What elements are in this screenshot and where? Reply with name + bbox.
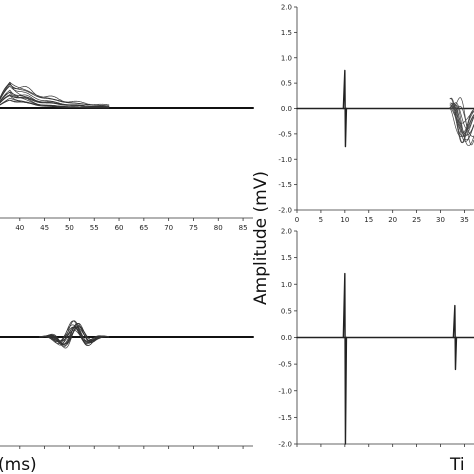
response-trace xyxy=(0,81,110,107)
panel-bottom-right: 2.0 1.5 1.0 0.5 0.0 -0.5 -1.0 -1.5 -2.0 xyxy=(278,228,474,449)
x-tick-label: 80 xyxy=(214,224,223,232)
response-trace xyxy=(39,320,110,347)
y-tick-label: -1.0 xyxy=(278,156,292,164)
response-trace xyxy=(449,104,474,147)
panel-top-right: 2.0 1.5 1.0 0.5 0.0 -0.5 -1.0 -1.5 -2.00 5 10 15 20 2… xyxy=(278,4,474,224)
y-tick-label: -0.5 xyxy=(278,130,292,138)
x-tick-label: 30 xyxy=(436,216,445,224)
y-tick-label: 2.0 xyxy=(281,228,292,236)
y-tick-label: 1.0 xyxy=(281,281,292,289)
y-tick-label: -0.5 xyxy=(278,361,292,369)
x-tick-label: 35 xyxy=(460,216,469,224)
x-tick-label: 0 xyxy=(295,216,299,224)
response-trace xyxy=(39,320,110,346)
response-trace xyxy=(449,102,474,134)
y-tick-label: -2.0 xyxy=(278,441,292,449)
response-trace xyxy=(449,97,474,144)
y-tick-label: 0.5 xyxy=(281,80,292,88)
y-axis-label: Amplitude (mV) xyxy=(251,171,271,305)
panel-bottom-left xyxy=(0,320,254,449)
response-trace xyxy=(449,104,474,137)
y-tick-label: 0.5 xyxy=(281,307,292,315)
x-tick-label: 10 xyxy=(340,216,349,224)
y-tick-label: 0.0 xyxy=(281,334,292,342)
panel-top-left: 40 45 50 55 60 65 70 75 80 85 xyxy=(0,81,254,232)
x-tick-label: 5 xyxy=(319,216,323,224)
response-trace xyxy=(0,89,110,109)
x-axis-label-right: Ti xyxy=(449,455,465,474)
response-trace xyxy=(39,325,110,346)
response-trace xyxy=(39,329,110,342)
x-tick-label: 85 xyxy=(239,224,248,232)
y-tick-label: -1.0 xyxy=(278,387,292,395)
x-tick-label: 65 xyxy=(139,224,148,232)
y-tick-label: 1.5 xyxy=(281,254,292,262)
x-tick-label: 70 xyxy=(164,224,173,232)
y-tick-label: 1.5 xyxy=(281,29,292,37)
x-tick-label: 50 xyxy=(65,224,74,232)
response-trace xyxy=(449,105,474,137)
response-trace xyxy=(39,324,110,345)
x-tick-label: 40 xyxy=(15,224,24,232)
y-tick-label: 1.0 xyxy=(281,54,292,62)
y-tick-label: 2.0 xyxy=(281,4,292,12)
y-tick-label: -1.5 xyxy=(278,414,292,422)
x-tick-label: 25 xyxy=(412,216,421,224)
x-tick-label: 75 xyxy=(189,224,198,232)
x-tick-label: 15 xyxy=(364,216,373,224)
response-trace xyxy=(0,83,110,106)
response-trace xyxy=(0,92,110,108)
y-tick-label: -2.0 xyxy=(278,207,292,215)
stimulus-artifact xyxy=(342,272,348,445)
x-tick-label: 45 xyxy=(40,224,49,232)
x-tick-label: 20 xyxy=(388,216,397,224)
x-axis-label-left: (ms) xyxy=(0,455,37,474)
x-tick-label: 55 xyxy=(90,224,99,232)
x-tick-label: 60 xyxy=(115,224,124,232)
response-trace xyxy=(449,97,474,146)
y-tick-label: 0.0 xyxy=(281,105,292,113)
response-trace xyxy=(0,99,110,108)
y-tick-label: -1.5 xyxy=(278,181,292,189)
